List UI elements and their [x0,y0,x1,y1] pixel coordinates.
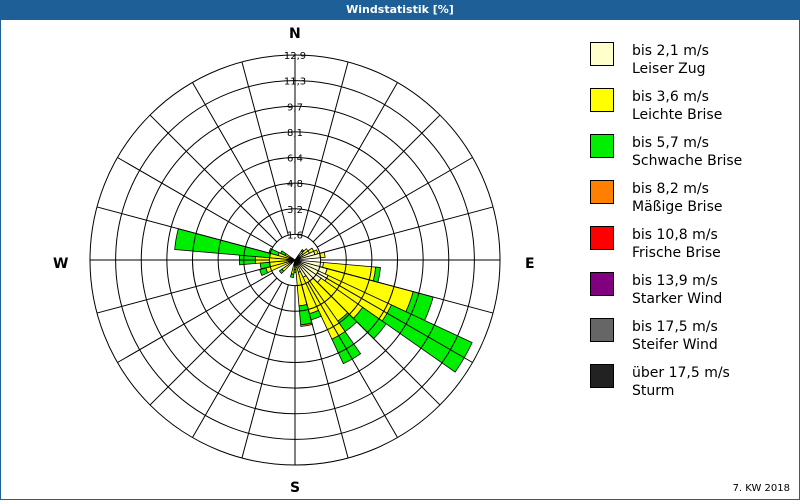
compass-south: S [290,480,300,496]
grid-spoke [150,115,277,242]
legend-range: bis 2,1 m/s [632,42,709,60]
legend-label: Steifer Wind [632,336,718,354]
legend-label: Leichte Brise [632,106,722,124]
period-label: 7. KW 2018 [733,483,790,494]
legend-range: bis 10,8 m/s [632,226,721,244]
legend-swatch [590,272,614,296]
legend-swatch [590,134,614,158]
ring-label: 12,9 [284,51,306,62]
ring-label: 3,2 [287,205,303,216]
chart-title: Windstatistik [%] [0,0,800,20]
legend-range: bis 13,9 m/s [632,272,722,290]
wind-petal-segment [294,265,296,270]
legend-label: Mäßige Brise [632,198,722,216]
legend-label: Starker Wind [632,290,722,308]
legend-swatch [590,318,614,342]
compass-east: E [525,256,535,272]
wind-petal-segment [294,269,296,272]
ring-label: 8,1 [287,128,303,139]
ring-label: 9,7 [287,102,303,113]
legend-label: Leiser Zug [632,60,709,78]
legend-label: Schwache Brise [632,152,742,170]
legend-swatch [590,88,614,112]
legend-swatch [590,180,614,204]
legend-range: bis 8,2 m/s [632,180,722,198]
compass-north: N [289,26,301,42]
ring-label: 11,3 [284,77,306,88]
legend-range: bis 5,7 m/s [632,134,742,152]
wind-petal-segment [290,274,293,278]
legend-label: Frische Brise [632,244,721,262]
legend-range: bis 3,6 m/s [632,88,722,106]
legend-swatch [590,364,614,388]
legend-range: über 17,5 m/s [632,364,730,382]
legend-swatch [590,42,614,66]
legend-label: Sturm [632,382,730,400]
ring-label: 1,6 [287,230,303,241]
compass-west: W [53,256,68,272]
grid-spoke [313,115,440,242]
grid-spoke [150,278,277,405]
ring-label: 4,8 [287,179,303,190]
legend-swatch [590,226,614,250]
legend-range: bis 17,5 m/s [632,318,718,336]
wind-petal-segment [295,260,296,265]
ring-label: 6,4 [287,154,303,165]
